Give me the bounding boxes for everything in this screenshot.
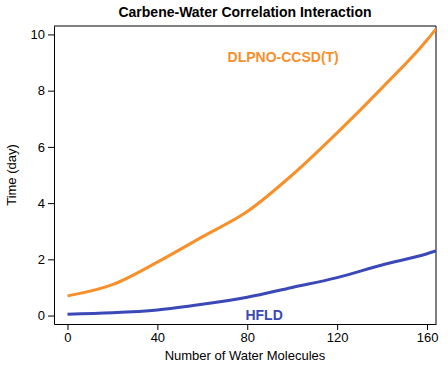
chart: Carbene-Water Correlation Interaction040… bbox=[0, 0, 448, 370]
series-line bbox=[67, 251, 436, 314]
tick-mark bbox=[48, 316, 54, 317]
axis-line bbox=[54, 27, 55, 325]
tick: 80 bbox=[241, 324, 255, 345]
tick-label: 80 bbox=[241, 330, 255, 345]
tick-label: 6 bbox=[38, 140, 45, 155]
tick: 8 bbox=[38, 83, 54, 98]
frame bbox=[436, 26, 437, 324]
tick-mark bbox=[48, 34, 54, 35]
tick: 10 bbox=[31, 27, 54, 42]
tick-mark bbox=[48, 259, 54, 260]
tick-mark bbox=[157, 324, 158, 330]
tick: 120 bbox=[327, 324, 349, 345]
series-line bbox=[67, 29, 436, 296]
tick: 0 bbox=[38, 308, 54, 323]
tick-mark bbox=[48, 203, 54, 204]
plot: 0 40 80 120 160 0 2 4 6 8 10 DLPNO-CCSD(T) HFLD bbox=[31, 26, 439, 345]
axis-line bbox=[55, 324, 437, 325]
tick: 2 bbox=[38, 252, 54, 267]
tick: 0 bbox=[64, 324, 71, 345]
tick: 4 bbox=[38, 196, 54, 211]
tick: 6 bbox=[38, 140, 54, 155]
tick-label: 120 bbox=[327, 330, 349, 345]
y-axis-title: Time (day) bbox=[4, 144, 19, 206]
tick-label: 0 bbox=[38, 308, 45, 323]
x-axis-title: Number of Water Molecules bbox=[165, 348, 326, 363]
tick-mark bbox=[48, 147, 54, 148]
tick-mark bbox=[48, 91, 54, 92]
lines bbox=[67, 29, 436, 314]
tick-mark bbox=[67, 324, 68, 330]
title: Carbene-Water Correlation Interaction bbox=[118, 4, 371, 20]
tick-label: 160 bbox=[417, 330, 439, 345]
y-axis: 0 2 4 6 8 10 bbox=[31, 27, 55, 325]
tick-mark bbox=[337, 324, 338, 330]
tick-label: 2 bbox=[38, 252, 45, 267]
tick-mark bbox=[247, 324, 248, 330]
tick-label: 8 bbox=[38, 83, 45, 98]
tick-label: 4 bbox=[38, 196, 45, 211]
tick-mark bbox=[427, 324, 428, 330]
tick-label: 10 bbox=[31, 27, 45, 42]
series-label: HFLD bbox=[245, 307, 282, 323]
tick-label: 0 bbox=[64, 330, 71, 345]
tick: 160 bbox=[417, 324, 439, 345]
frame bbox=[54, 26, 436, 27]
series-label: DLPNO-CCSD(T) bbox=[228, 49, 339, 65]
tick-label: 40 bbox=[151, 330, 165, 345]
x-axis: 0 40 80 120 160 bbox=[55, 324, 439, 345]
tick: 40 bbox=[151, 324, 165, 345]
